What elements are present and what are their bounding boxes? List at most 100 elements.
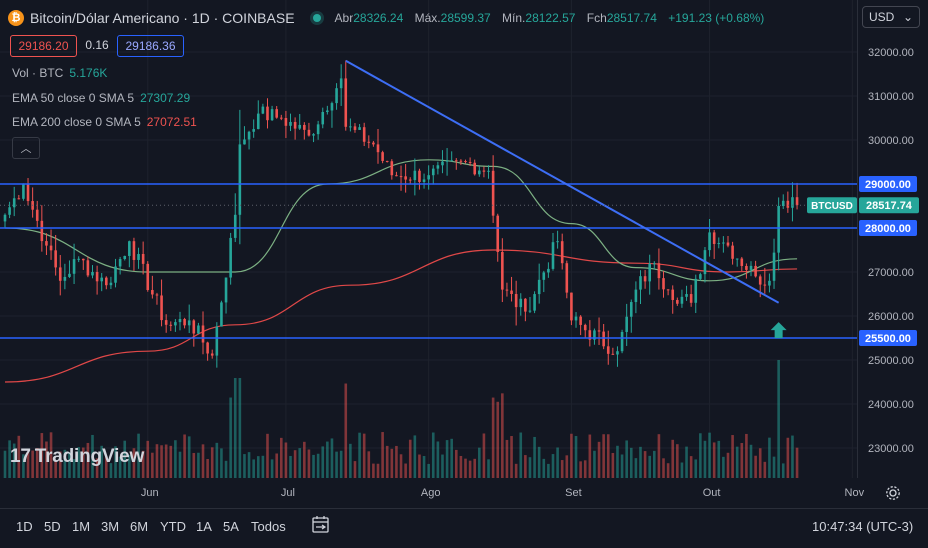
candle — [593, 330, 596, 340]
candle — [174, 322, 177, 326]
timeframe-1d[interactable]: 1D — [16, 519, 33, 534]
price-tick-label: 25000.00 — [868, 355, 914, 367]
volume-bar — [758, 448, 762, 478]
time-tick-label: Out — [703, 487, 721, 499]
volume-bar — [114, 446, 117, 478]
candle — [215, 326, 219, 356]
candle — [247, 131, 251, 140]
timeframe-6m[interactable]: 6M — [130, 519, 149, 534]
legend-ema50[interactable]: EMA 50 close 0 SMA 5 27307.29 — [12, 91, 190, 105]
timeframe-1y[interactable]: 1A — [196, 519, 212, 534]
candle — [639, 276, 642, 290]
volume-bar — [629, 447, 633, 478]
candle — [49, 245, 53, 251]
drawing-layer[interactable] — [0, 59, 857, 339]
volume-bar — [40, 433, 44, 478]
volume-bar — [625, 440, 628, 478]
volume-bar — [197, 452, 200, 478]
time-axis[interactable]: Jun Jul Ago Set Out Nov — [141, 487, 865, 499]
timeframe-5y[interactable]: 5A — [223, 519, 239, 534]
candle — [95, 272, 99, 282]
candle — [560, 241, 564, 264]
candle — [206, 342, 209, 354]
volume-bar — [639, 446, 642, 478]
candle — [413, 170, 417, 181]
volume-bar — [275, 453, 278, 478]
volume-bar — [330, 438, 334, 478]
arrow-up-icon[interactable] — [770, 322, 787, 339]
volume-bar — [680, 462, 684, 478]
volume-bar — [445, 440, 449, 478]
candle — [611, 353, 615, 355]
volume-bar — [146, 440, 150, 478]
candle — [666, 289, 670, 291]
volume-bar — [505, 439, 509, 478]
candle — [385, 160, 389, 162]
candle — [45, 241, 48, 246]
volume-bar — [487, 459, 490, 478]
price-axis[interactable]: 32000.00 31000.00 30000.00 29000.00 28000.00… — [807, 47, 919, 455]
volume-bar — [215, 442, 219, 478]
candle — [381, 152, 384, 161]
currency-select[interactable]: USD ⌄ — [862, 6, 920, 28]
volume-bar — [413, 435, 417, 478]
volume-bar — [358, 432, 361, 478]
candle — [109, 282, 113, 286]
candle — [579, 316, 582, 325]
calendar-range-icon[interactable] — [310, 515, 332, 535]
volume-bar — [657, 434, 661, 478]
candle — [344, 78, 348, 127]
volume-bar — [353, 461, 357, 478]
timeframe-5d[interactable]: 5D — [44, 519, 61, 534]
spread-value: 0.16 — [85, 38, 109, 52]
buy-button[interactable]: 29186.36 — [117, 35, 184, 57]
timeframe-1m[interactable]: 1M — [72, 519, 91, 534]
candle — [372, 142, 375, 145]
candle — [454, 160, 458, 162]
candle — [588, 330, 592, 340]
candle — [81, 258, 85, 261]
volume-bar — [8, 440, 11, 478]
candle — [464, 161, 467, 163]
candle — [266, 106, 269, 121]
candle — [422, 179, 426, 183]
trend-line[interactable] — [345, 59, 780, 304]
candle — [289, 121, 292, 126]
timeframe-3m[interactable]: 3M — [101, 519, 120, 534]
volume-bar — [772, 456, 776, 478]
tradingview-logo[interactable]: 17 TradingView — [10, 446, 144, 468]
collapse-legend-button[interactable]: ︿ — [12, 137, 40, 159]
volume-bar — [164, 444, 168, 478]
candle — [132, 241, 136, 260]
volume-bar — [712, 442, 716, 478]
candle — [303, 124, 306, 130]
volume-bar — [169, 445, 173, 478]
legend-ema200[interactable]: EMA 200 close 0 SMA 5 27072.51 — [12, 115, 197, 129]
volume-bar — [247, 452, 251, 478]
symbol-title[interactable]: Bitcoin/Dólar Americano · 1D · COINBASE — [30, 10, 295, 26]
candle — [312, 134, 315, 136]
candle — [676, 299, 679, 304]
candle — [353, 126, 357, 130]
volume-bar — [91, 434, 94, 478]
volume-bar — [703, 440, 707, 478]
candle — [616, 351, 619, 355]
gear-icon[interactable] — [884, 484, 902, 502]
sell-button[interactable]: 29186.20 — [10, 35, 77, 57]
candle — [418, 170, 421, 183]
legend-volume[interactable]: Vol · BTC 5.176K — [12, 66, 107, 80]
candle — [316, 124, 320, 135]
price-tick-label: 27000.00 — [868, 267, 914, 279]
volume-bar — [187, 436, 191, 478]
candle — [657, 263, 661, 279]
candle — [694, 278, 698, 303]
volume-bar — [280, 437, 283, 478]
timeframe-all[interactable]: Todos — [251, 519, 286, 534]
candle — [243, 139, 246, 145]
candle — [556, 241, 559, 243]
clock[interactable]: 10:47:34 (UTC-3) — [812, 519, 914, 534]
volume-bar — [270, 459, 274, 478]
timeframe-ytd[interactable]: YTD — [160, 519, 186, 534]
volume-bar — [95, 458, 99, 478]
